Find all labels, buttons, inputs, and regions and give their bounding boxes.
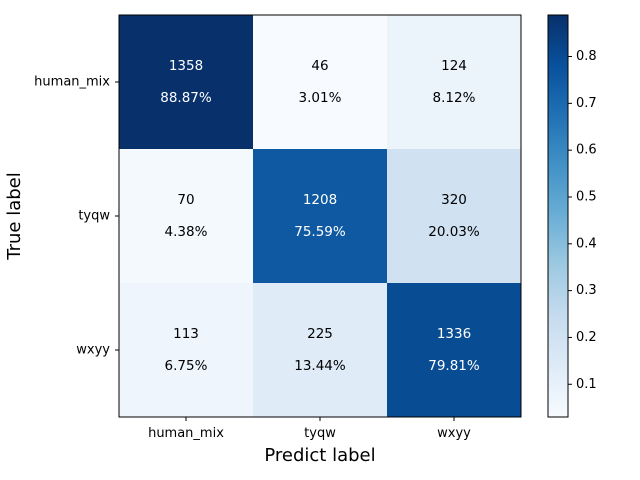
- heatmap-cell: [119, 149, 254, 284]
- heatmap-cell-labels: 1358 88.87% 46 3.01% 124 8.12% 70 4.38% 1208 75.5…: [160, 58, 480, 374]
- heatmap-cell: [253, 283, 388, 418]
- cell-percent-label: 6.75%: [165, 358, 208, 374]
- cell-percent-label: 4.38%: [165, 224, 208, 240]
- heatmap-cell: [253, 15, 388, 150]
- colorbar: [547, 14, 569, 418]
- cell-count-label: 320: [441, 192, 467, 208]
- y-axis-title: True label: [4, 172, 25, 261]
- cell-percent-label: 79.81%: [428, 358, 480, 374]
- colorbar-tick-label: 0.8: [576, 49, 597, 64]
- cell-count-label: 1336: [437, 326, 471, 342]
- colorbar-tick-label: 0.1: [576, 377, 597, 392]
- colorbar-tick-label: 0.7: [576, 96, 597, 111]
- heatmap-cell: [119, 15, 254, 150]
- cell-percent-label: 3.01%: [299, 90, 342, 106]
- cell-count-label: 1208: [303, 192, 337, 208]
- cell-count-label: 46: [311, 58, 328, 74]
- colorbar-tick-label: 0.6: [576, 143, 597, 158]
- cell-percent-label: 13.44%: [294, 358, 346, 374]
- x-tick-label: human_mix: [148, 426, 224, 441]
- cell-count-label: 1358: [169, 58, 203, 74]
- x-tick-label: tyqw: [304, 426, 336, 441]
- y-tick-label: wxyy: [76, 343, 110, 358]
- colorbar-tick-label: 0.5: [576, 189, 597, 204]
- cell-percent-label: 88.87%: [160, 90, 212, 106]
- cell-count-label: 70: [177, 192, 194, 208]
- cell-percent-label: 75.59%: [294, 224, 346, 240]
- heatmap-cells: [119, 15, 522, 418]
- y-tick-label: human_mix: [34, 75, 110, 90]
- x-tick-label: wxyy: [437, 426, 471, 441]
- colorbar-ticks: 0.1 0.2 0.3 0.4 0.5 0.6 0.7 0.8: [568, 49, 597, 392]
- heatmap-cell: [387, 283, 522, 418]
- heatmap-cell: [387, 15, 522, 150]
- x-axis-title: Predict label: [264, 445, 375, 466]
- cell-count-label: 113: [173, 326, 199, 342]
- x-axis-ticks: human_mix tyqw wxyy: [148, 417, 471, 441]
- colorbar-tick-label: 0.2: [576, 330, 597, 345]
- cell-percent-label: 20.03%: [428, 224, 480, 240]
- y-tick-label: tyqw: [78, 209, 110, 224]
- heatmap-cell: [253, 149, 388, 284]
- cell-percent-label: 8.12%: [433, 90, 476, 106]
- cell-count-label: 225: [307, 326, 333, 342]
- heatmap-cell: [119, 283, 254, 418]
- heatmap-cell: [387, 149, 522, 284]
- colorbar-tick-label: 0.4: [576, 236, 597, 251]
- colorbar-tick-label: 0.3: [576, 283, 597, 298]
- cell-count-label: 124: [441, 58, 467, 74]
